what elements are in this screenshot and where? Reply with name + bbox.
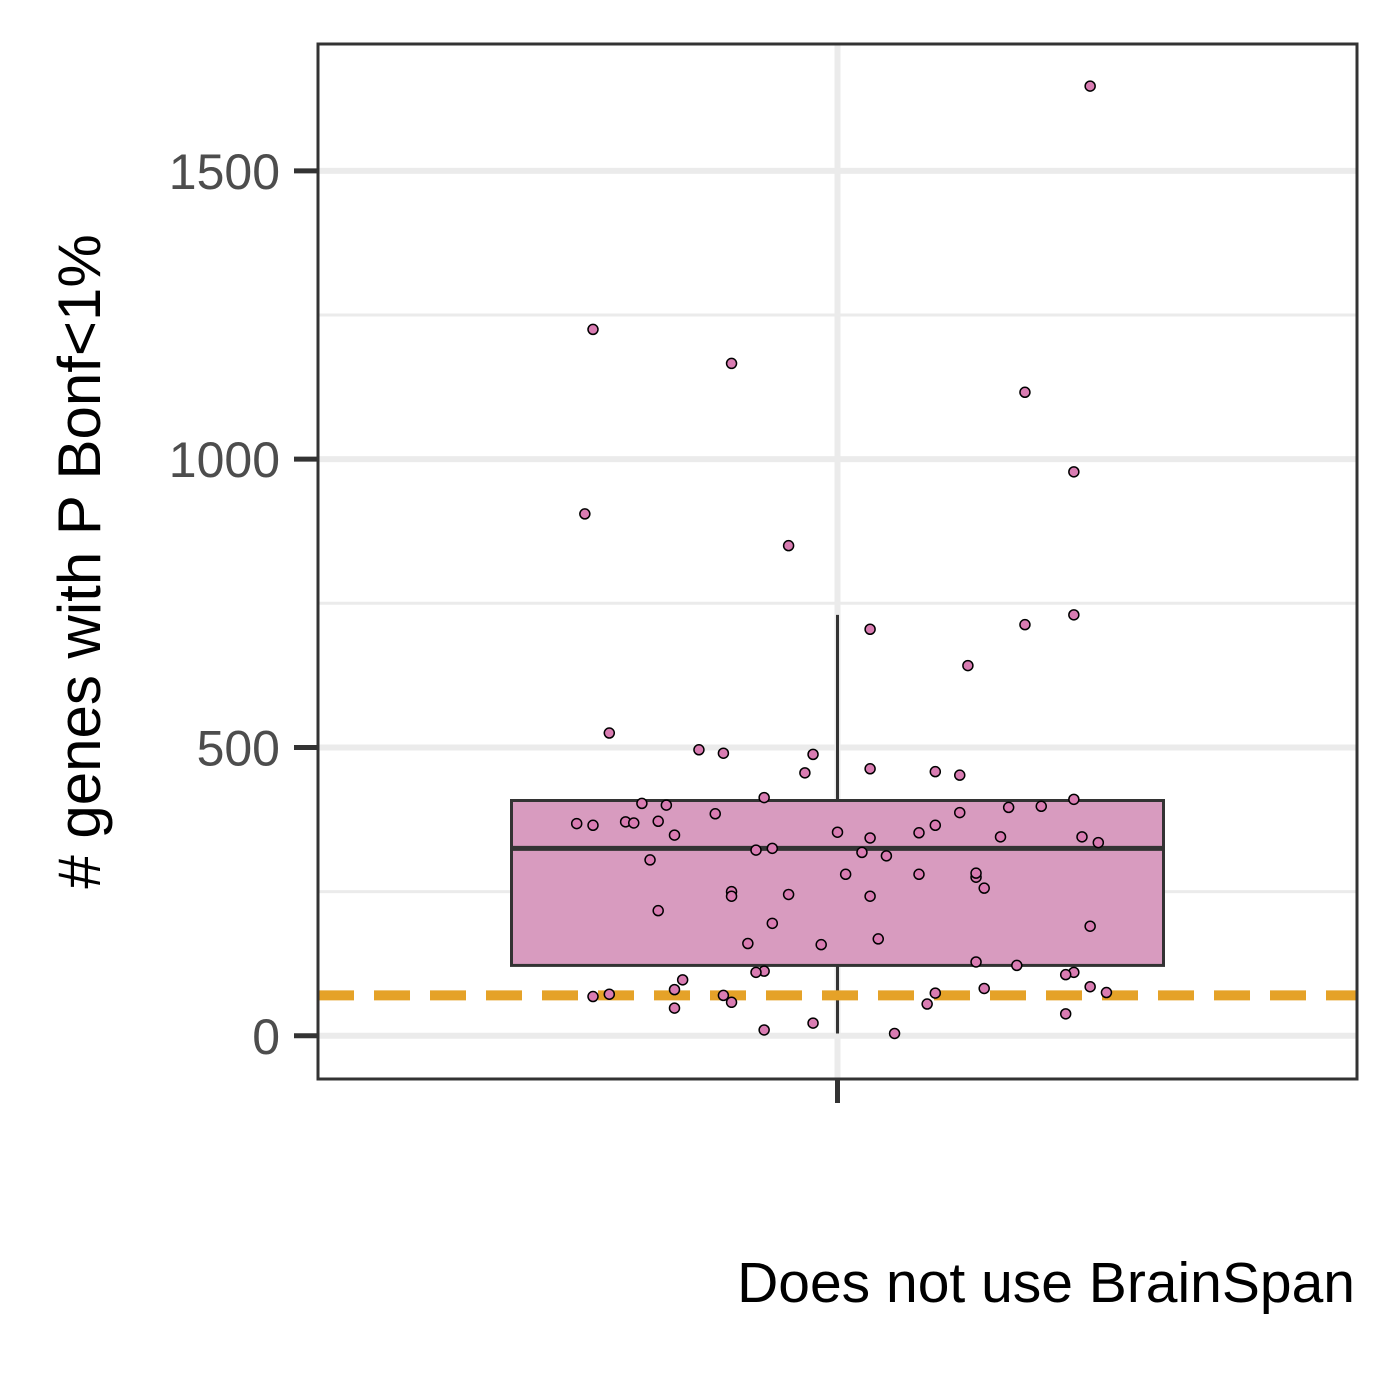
data-point-58 <box>742 937 754 950</box>
data-point-80 <box>758 1024 770 1036</box>
y-tick-label-1: 500 <box>197 720 280 776</box>
data-point-69 <box>1084 980 1096 993</box>
data-point-8 <box>1019 618 1031 631</box>
data-point-16 <box>864 763 876 775</box>
data-point-12 <box>693 744 705 756</box>
data-point-32 <box>929 819 942 832</box>
data-point-14 <box>807 748 819 761</box>
y-tick-label-0: 0 <box>252 1009 280 1065</box>
data-point-78 <box>1059 1008 1072 1020</box>
data-point-65 <box>1059 968 1072 981</box>
data-point-41 <box>766 842 779 855</box>
data-point-11 <box>603 727 616 739</box>
data-point-3 <box>1084 80 1096 92</box>
data-point-21 <box>660 799 673 811</box>
data-point-70 <box>1100 986 1113 999</box>
data-point-37 <box>994 831 1007 843</box>
data-point-79 <box>807 1017 819 1029</box>
data-point-40 <box>750 844 762 856</box>
data-point-2 <box>1019 386 1031 399</box>
data-point-27 <box>570 817 583 830</box>
data-point-72 <box>603 988 616 1000</box>
x-category-label: Does not use BrainSpan <box>737 1251 1355 1315</box>
data-point-49 <box>978 882 990 894</box>
data-point-42 <box>856 846 868 859</box>
data-point-77 <box>668 1002 681 1014</box>
jitter-points <box>570 80 1113 1040</box>
data-point-44 <box>644 854 656 866</box>
data-point-25 <box>709 808 721 820</box>
data-point-61 <box>1011 959 1023 972</box>
data-point-30 <box>628 817 640 829</box>
y-tick-label-2: 1000 <box>169 432 280 488</box>
data-point-6 <box>782 539 795 552</box>
data-point-59 <box>815 938 827 951</box>
data-point-46 <box>913 868 925 881</box>
data-point-7 <box>864 623 876 636</box>
data-point-19 <box>758 791 770 804</box>
data-point-75 <box>921 998 933 1010</box>
data-point-55 <box>766 917 779 930</box>
y-axis: 0 500 1000 1500 <box>169 144 318 1065</box>
data-point-53 <box>864 890 876 902</box>
data-point-57 <box>872 933 884 945</box>
data-point-20 <box>636 797 648 810</box>
data-point-63 <box>750 966 762 979</box>
data-point-24 <box>1035 800 1047 813</box>
data-point-22 <box>1068 793 1080 806</box>
data-point-67 <box>668 983 681 996</box>
data-point-71 <box>587 990 599 1003</box>
data-point-39 <box>1092 836 1105 849</box>
data-point-0 <box>587 323 599 336</box>
data-point-23 <box>1002 801 1015 814</box>
data-point-18 <box>954 769 966 781</box>
data-point-4 <box>1068 466 1080 478</box>
data-point-54 <box>652 904 664 917</box>
data-point-76 <box>725 996 738 1009</box>
y-axis-title: # genes with P Bonf<1% <box>46 234 113 888</box>
data-point-52 <box>782 888 795 901</box>
data-point-48 <box>970 867 982 879</box>
data-point-15 <box>799 767 811 779</box>
data-point-35 <box>864 832 876 844</box>
data-point-10 <box>962 659 974 672</box>
data-point-51 <box>725 890 738 902</box>
data-point-36 <box>913 827 925 839</box>
data-point-28 <box>587 819 599 832</box>
data-point-31 <box>652 815 664 828</box>
data-point-45 <box>839 868 852 881</box>
data-point-1 <box>725 357 738 370</box>
data-point-34 <box>831 826 844 838</box>
data-point-81 <box>888 1027 901 1040</box>
data-point-38 <box>1076 831 1088 843</box>
data-point-26 <box>954 806 966 819</box>
box-iqr <box>510 799 1165 967</box>
data-point-56 <box>1084 920 1096 932</box>
data-point-66 <box>676 974 689 986</box>
data-point-60 <box>970 956 982 968</box>
data-point-43 <box>880 850 893 862</box>
data-point-68 <box>978 982 990 995</box>
data-point-9 <box>1068 609 1080 621</box>
data-point-73 <box>717 989 730 1002</box>
y-tick-label-3: 1500 <box>169 144 280 200</box>
data-point-74 <box>929 987 942 999</box>
data-point-5 <box>579 508 591 520</box>
data-point-13 <box>717 747 730 759</box>
data-point-33 <box>668 829 681 841</box>
data-point-17 <box>929 765 942 778</box>
